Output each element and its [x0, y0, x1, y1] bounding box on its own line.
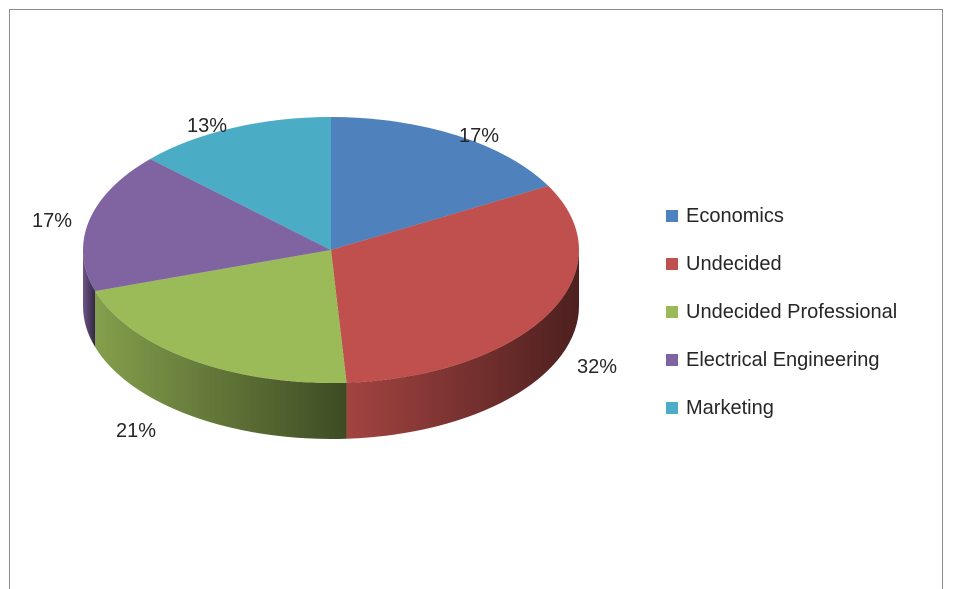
pie-slice-marketing — [150, 117, 331, 250]
legend-label: Electrical Engineering — [686, 348, 880, 371]
pie-side-undecided-professional — [95, 291, 347, 439]
legend-swatch — [666, 306, 678, 318]
legend-swatch — [666, 354, 678, 366]
data-label-undecided: 32% — [577, 356, 617, 378]
legend-item-economics: Economics — [666, 192, 897, 240]
legend-item-undecided: Undecided — [666, 240, 897, 288]
pie-slice-undecided-professional — [95, 250, 347, 383]
legend-item-marketing: Marketing — [666, 384, 897, 432]
pie-labels: 17% 32% 21% 17% 13% — [32, 115, 617, 442]
legend: Economics Undecided Undecided Professional… — [666, 192, 897, 432]
pie-sides — [83, 250, 579, 439]
pie-slice-economics — [331, 117, 549, 250]
pie-side-electrical-engineering — [83, 250, 96, 348]
legend-item-electrical-engineering: Electrical Engineering — [666, 336, 897, 384]
legend-label: Undecided Professional — [686, 300, 898, 323]
data-label-economics: 17% — [459, 125, 499, 147]
legend-swatch — [666, 210, 678, 222]
pie-top — [83, 117, 579, 383]
pie-side-undecided — [346, 250, 579, 439]
data-label-undecided-professional: 21% — [116, 420, 156, 442]
data-label-marketing: 13% — [187, 115, 227, 137]
legend-label: Economics — [686, 204, 784, 227]
legend-swatch — [666, 402, 678, 414]
legend-swatch — [666, 258, 678, 270]
data-label-electrical-engineering: 17% — [32, 210, 72, 232]
pie-slice-electrical-engineering — [83, 158, 332, 292]
pie-slice-undecided — [331, 185, 579, 383]
legend-label: Undecided — [686, 252, 782, 275]
legend-item-undecided-professional: Undecided Professional — [666, 288, 897, 336]
legend-label: Marketing — [686, 396, 774, 419]
